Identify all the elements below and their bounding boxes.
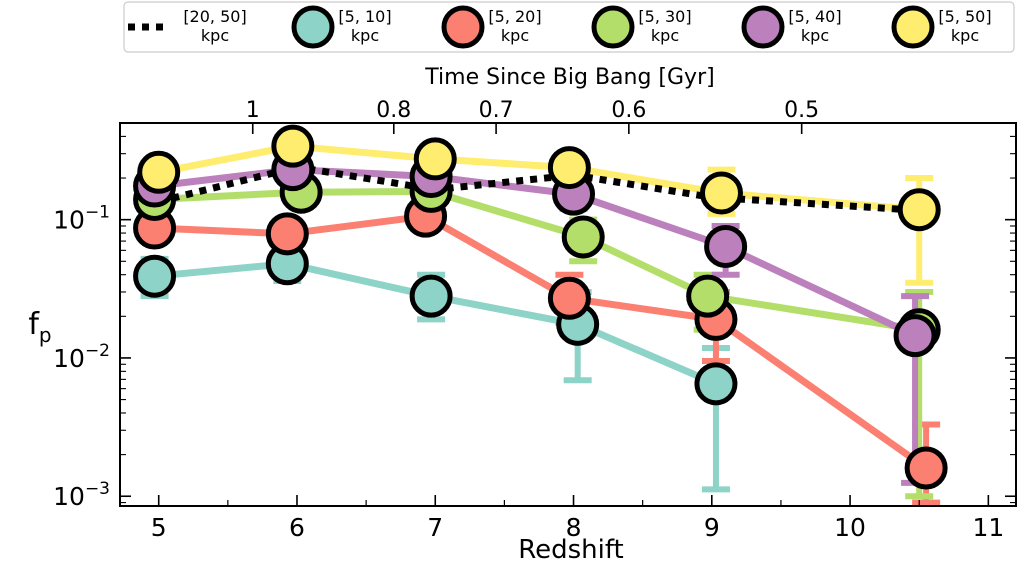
data-point	[547, 276, 591, 320]
data-point	[686, 274, 730, 318]
x-tick-label: 7	[427, 513, 443, 542]
top-axis-tick-label: 0.6	[611, 98, 646, 123]
legend: [20, 50]kpc[5, 10]kpc[5, 20]kpc[5, 30]kp…	[123, 1, 1015, 53]
legend-label-line1: [5, 10]	[338, 7, 391, 26]
series-line	[154, 187, 920, 334]
y-tick-label: 10−1	[53, 203, 110, 235]
axes: 5 6 7 8 9 10 11 10−3 10−2 10−1 1 0.8 0.7 0.6 0.5	[53, 98, 1016, 542]
legend-label-line2: kpc	[201, 26, 229, 45]
legend-box	[123, 1, 1015, 53]
data-point	[413, 137, 457, 181]
legend-label-line1: [5, 50]	[938, 7, 991, 26]
y-axis-label-subscript: p	[39, 323, 52, 347]
y-axis-label-main: f	[28, 307, 40, 342]
data-point	[704, 224, 748, 268]
legend-swatch-marker	[591, 5, 635, 49]
data-point	[409, 274, 453, 318]
legend-swatch-marker	[291, 5, 335, 49]
data-point	[694, 362, 738, 406]
legend-label-line1: [5, 30]	[638, 7, 691, 26]
top-axis-tick-label: 0.7	[479, 98, 514, 123]
legend-label-line2: kpc	[651, 26, 679, 45]
y-axis-label: fp	[28, 307, 51, 347]
x-tick-label: 6	[289, 513, 305, 542]
data-point	[271, 124, 315, 168]
legend-label-line2: kpc	[351, 26, 379, 45]
data-point	[547, 146, 591, 190]
top-axis-tick-label: 0.5	[784, 98, 819, 123]
plot-series	[133, 124, 948, 506]
data-point	[265, 212, 309, 256]
data-point	[561, 215, 605, 259]
data-point	[904, 446, 948, 490]
y-tick-label: 10−3	[53, 479, 110, 511]
top-axis-tick-label: 0.8	[376, 98, 411, 123]
x-tick-label: 9	[704, 513, 720, 542]
legend-label-line1: [5, 20]	[488, 7, 541, 26]
y-tick-label: 10−2	[53, 341, 110, 373]
legend-swatch-marker	[891, 5, 935, 49]
series-line	[154, 212, 929, 471]
x-tick-label: 11	[972, 513, 1004, 542]
data-point	[133, 254, 177, 298]
data-point	[137, 150, 181, 194]
legend-label-line1: [20, 50]	[183, 7, 246, 26]
x-tick-label: 8	[566, 513, 582, 542]
data-point	[699, 171, 743, 215]
plot-frame	[119, 122, 1017, 507]
x-tick-label: 10	[834, 513, 866, 542]
x-axis-label: Redshift	[518, 535, 624, 565]
legend-swatch-marker	[441, 5, 485, 49]
legend-label-line1: [5, 40]	[788, 7, 841, 26]
series-line	[158, 142, 920, 214]
legend-label-line2: kpc	[801, 26, 829, 45]
x-tick-label: 5	[151, 513, 167, 542]
legend-swatch-marker	[741, 5, 785, 49]
legend-label-line2: kpc	[501, 26, 529, 45]
data-point	[893, 314, 937, 358]
data-point	[897, 188, 941, 232]
top-axis-label: Time Since Big Bang [Gyr]	[424, 65, 714, 90]
legend-label-line2: kpc	[951, 26, 979, 45]
top-axis-tick-label: 1	[246, 98, 260, 123]
